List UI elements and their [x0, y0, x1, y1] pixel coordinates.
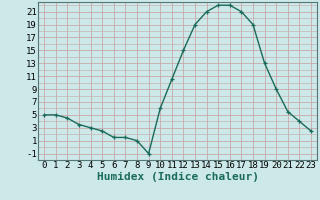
X-axis label: Humidex (Indice chaleur): Humidex (Indice chaleur) [97, 172, 259, 182]
